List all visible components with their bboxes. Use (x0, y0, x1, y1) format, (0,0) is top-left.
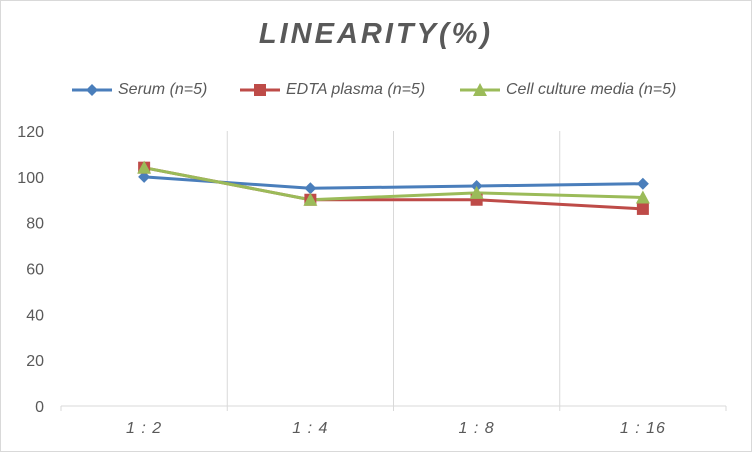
data-point-2 (469, 185, 484, 199)
legend-label-cell-culture-media: Cell culture media (n=5) (506, 81, 677, 98)
data-point-2 (137, 160, 152, 174)
legend: Serum (n=5) EDTA plasma (n=5) Cell cultu… (0, 79, 752, 101)
data-point-0 (636, 177, 649, 190)
legend-marker-edta-plasma (240, 84, 280, 96)
data-point-2 (635, 190, 650, 204)
legend-label-serum: Serum (n=5) (118, 81, 208, 98)
series-line-2 (143, 166, 643, 202)
y-tick-label: 40 (26, 307, 44, 324)
chart-title: LINEARITY(%) (258, 18, 494, 50)
y-tick-label: 20 (26, 353, 44, 370)
legend-marker-cell-culture-media (460, 83, 500, 96)
legend-marker-serum (72, 84, 112, 96)
data-point-1 (636, 202, 649, 215)
y-tick-label: 120 (17, 124, 44, 141)
data-point-0 (138, 170, 151, 183)
y-tick-label: 100 (17, 170, 44, 187)
x-tick-label: 1 : 16 (620, 420, 666, 437)
y-tick-label: 0 (35, 399, 44, 416)
y-tick-label: 80 (26, 216, 44, 233)
data-point-2 (303, 192, 318, 206)
x-tick-label: 1 : 8 (459, 420, 495, 437)
legend-label-edta-plasma: EDTA plasma (n=5) (286, 81, 426, 98)
x-tick-label: 1 : 4 (292, 420, 328, 437)
x-tick-label: 1 : 2 (126, 420, 162, 437)
y-tick-label: 60 (26, 262, 44, 279)
data-point-0 (304, 182, 317, 195)
